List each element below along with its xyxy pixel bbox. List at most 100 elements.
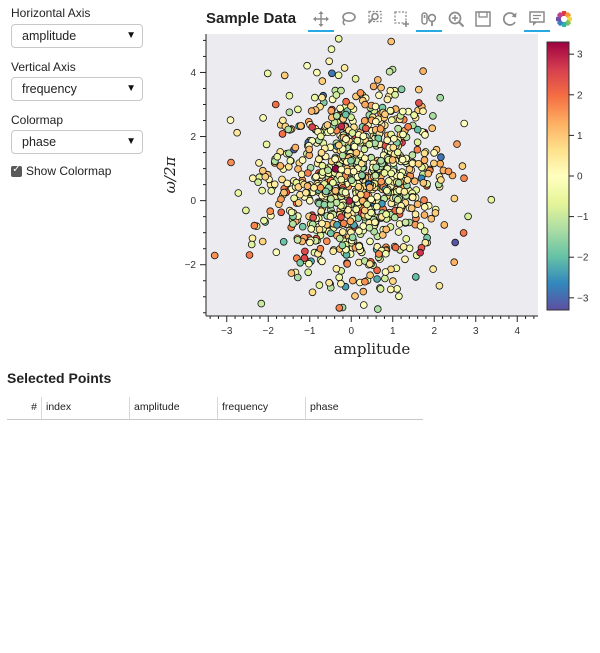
- data-point: [431, 209, 440, 217]
- data-point: [245, 251, 254, 259]
- data-point: [312, 173, 320, 181]
- zoom-in-tool-button[interactable]: [443, 8, 469, 30]
- data-point: [377, 83, 385, 92]
- colormap-select[interactable]: phase ▼: [11, 130, 143, 154]
- hover-tool-button[interactable]: [524, 8, 550, 32]
- data-point: [301, 247, 309, 256]
- lasso-select-tool-button[interactable]: [335, 8, 361, 30]
- data-point: [408, 193, 417, 202]
- show-colormap-label: Show Colormap: [26, 164, 112, 178]
- data-point: [395, 206, 404, 215]
- data-point: [250, 221, 259, 230]
- box-zoom-icon: [367, 10, 382, 24]
- data-point: [401, 255, 409, 264]
- data-point: [348, 276, 357, 285]
- data-point: [460, 174, 468, 183]
- data-point: [303, 61, 311, 70]
- pan-tool-button[interactable]: [308, 8, 334, 32]
- data-point: [387, 116, 396, 124]
- vertical-axis-select[interactable]: frequency ▼: [11, 77, 143, 101]
- data-point: [419, 67, 427, 75]
- data-point: [294, 199, 303, 207]
- bokeh-logo-icon: [556, 11, 572, 27]
- selected-points-table[interactable]: # index amplitude frequency phase: [7, 397, 423, 420]
- data-point: [333, 221, 341, 229]
- data-point: [428, 124, 437, 132]
- data-point: [337, 213, 345, 221]
- data-point: [376, 285, 385, 293]
- data-point: [386, 106, 395, 115]
- data-point: [355, 227, 363, 235]
- data-point: [381, 268, 390, 276]
- zoom-in-icon: [448, 11, 465, 28]
- data-point: [394, 179, 403, 187]
- data-point: [273, 152, 282, 161]
- data-point: [410, 177, 419, 186]
- scatter-plot[interactable]: −3 −2 −1 0 1 2 3 4 −2 0 2 4 amplitude ω/2π 3 2 1 0 −1 −2…: [0, 0, 600, 365]
- data-point: [359, 287, 368, 296]
- data-point: [346, 217, 355, 226]
- data-point: [210, 251, 219, 260]
- data-point: [310, 184, 318, 192]
- bokeh-logo-link[interactable]: [551, 8, 577, 30]
- data-point: [372, 163, 380, 172]
- y-tick-label: −2: [185, 260, 197, 271]
- data-point: [298, 222, 307, 231]
- horizontal-axis-label: Horizontal Axis: [11, 6, 91, 20]
- box-select-tool-button[interactable]: [389, 8, 415, 30]
- data-point: [386, 86, 395, 95]
- data-point: [361, 100, 369, 109]
- colorbar-tick-label: −2: [577, 253, 589, 264]
- data-point: [359, 132, 368, 141]
- data-point: [356, 190, 365, 199]
- show-colormap-checkbox[interactable]: ✓: [11, 164, 22, 177]
- data-point: [305, 197, 314, 205]
- data-point: [459, 229, 468, 237]
- data-point: [325, 278, 333, 287]
- data-point: [436, 93, 445, 102]
- data-point: [289, 220, 297, 228]
- data-point: [233, 128, 241, 137]
- data-point: [395, 292, 403, 301]
- data-point: [408, 151, 417, 159]
- box-zoom-tool-button[interactable]: [362, 8, 388, 30]
- data-point: [377, 177, 386, 186]
- data-point: [303, 182, 312, 190]
- data-point: [397, 85, 406, 94]
- data-point: [451, 238, 460, 247]
- data-point: [304, 268, 313, 277]
- column-header-phase[interactable]: phase: [305, 397, 423, 419]
- column-header-index[interactable]: index: [41, 397, 129, 419]
- data-point: [413, 138, 422, 147]
- data-point: [450, 194, 459, 203]
- data-point: [369, 82, 378, 91]
- data-point: [421, 131, 429, 139]
- data-point: [371, 117, 380, 126]
- data-point: [394, 228, 403, 236]
- data-points: [210, 34, 496, 313]
- data-point: [399, 130, 407, 139]
- data-point: [278, 130, 287, 138]
- data-point: [258, 237, 267, 246]
- data-point: [326, 229, 335, 238]
- hover-tooltip-icon: [529, 11, 545, 26]
- data-point: [358, 171, 366, 180]
- data-point: [305, 259, 313, 268]
- data-point: [342, 97, 350, 106]
- save-tool-button[interactable]: [470, 8, 496, 30]
- column-header-amplitude[interactable]: amplitude: [129, 397, 217, 419]
- wheel-zoom-tool-button[interactable]: [416, 8, 442, 32]
- data-point: [337, 165, 346, 174]
- data-point: [398, 155, 407, 164]
- data-point: [382, 210, 390, 219]
- data-point: [248, 234, 257, 243]
- data-point: [389, 277, 397, 285]
- column-header-row-number[interactable]: #: [31, 401, 37, 413]
- data-point: [377, 156, 385, 165]
- data-point: [349, 167, 358, 176]
- column-header-frequency[interactable]: frequency: [217, 397, 305, 419]
- data-point: [419, 107, 427, 115]
- horizontal-axis-select[interactable]: amplitude ▼: [11, 24, 143, 48]
- data-point: [421, 238, 430, 247]
- reset-tool-button[interactable]: [497, 8, 523, 30]
